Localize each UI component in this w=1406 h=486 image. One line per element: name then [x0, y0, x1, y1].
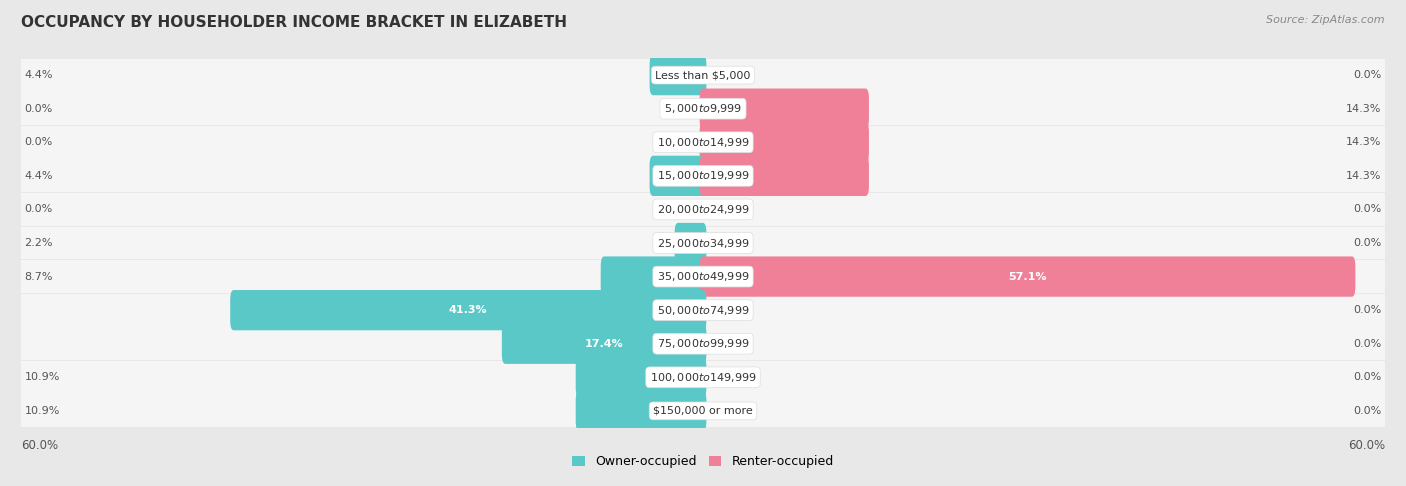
- Text: $15,000 to $19,999: $15,000 to $19,999: [657, 169, 749, 182]
- Text: 0.0%: 0.0%: [24, 104, 53, 114]
- Text: 0.0%: 0.0%: [1353, 205, 1382, 214]
- Bar: [21, 327, 1385, 360]
- Text: $5,000 to $9,999: $5,000 to $9,999: [664, 102, 742, 115]
- Text: 60.0%: 60.0%: [21, 439, 58, 452]
- Bar: [21, 294, 1385, 327]
- Text: $50,000 to $74,999: $50,000 to $74,999: [657, 304, 749, 317]
- Text: 8.7%: 8.7%: [24, 272, 53, 281]
- Text: 0.0%: 0.0%: [24, 205, 53, 214]
- Text: 10.9%: 10.9%: [24, 406, 60, 416]
- Legend: Owner-occupied, Renter-occupied: Owner-occupied, Renter-occupied: [568, 450, 838, 473]
- Text: $20,000 to $24,999: $20,000 to $24,999: [657, 203, 749, 216]
- Bar: [21, 226, 1385, 260]
- Text: 4.4%: 4.4%: [24, 70, 53, 80]
- FancyBboxPatch shape: [650, 156, 706, 196]
- Bar: [21, 395, 1385, 427]
- Text: Source: ZipAtlas.com: Source: ZipAtlas.com: [1267, 15, 1385, 25]
- Text: 0.0%: 0.0%: [1353, 372, 1382, 382]
- Text: $75,000 to $99,999: $75,000 to $99,999: [657, 337, 749, 350]
- FancyBboxPatch shape: [575, 357, 706, 398]
- Text: 4.4%: 4.4%: [24, 171, 53, 181]
- FancyBboxPatch shape: [502, 324, 706, 364]
- Text: 0.0%: 0.0%: [1353, 339, 1382, 349]
- Bar: [21, 126, 1385, 159]
- Text: $10,000 to $14,999: $10,000 to $14,999: [657, 136, 749, 149]
- Text: $100,000 to $149,999: $100,000 to $149,999: [650, 371, 756, 384]
- Bar: [21, 260, 1385, 293]
- Bar: [21, 92, 1385, 125]
- Text: Less than $5,000: Less than $5,000: [655, 70, 751, 80]
- Text: 14.3%: 14.3%: [1346, 104, 1382, 114]
- Bar: [21, 193, 1385, 226]
- Text: 41.3%: 41.3%: [449, 305, 488, 315]
- Text: 0.0%: 0.0%: [1353, 238, 1382, 248]
- Bar: [21, 361, 1385, 394]
- Text: 17.4%: 17.4%: [585, 339, 623, 349]
- Text: 10.9%: 10.9%: [24, 372, 60, 382]
- Text: 2.2%: 2.2%: [24, 238, 53, 248]
- FancyBboxPatch shape: [700, 257, 1355, 297]
- FancyBboxPatch shape: [700, 88, 869, 129]
- Text: $25,000 to $34,999: $25,000 to $34,999: [657, 237, 749, 249]
- Text: 0.0%: 0.0%: [1353, 70, 1382, 80]
- FancyBboxPatch shape: [650, 55, 706, 95]
- Text: 57.1%: 57.1%: [1008, 272, 1046, 281]
- Text: 60.0%: 60.0%: [1348, 439, 1385, 452]
- Text: 0.0%: 0.0%: [24, 137, 53, 147]
- FancyBboxPatch shape: [675, 223, 706, 263]
- Text: $35,000 to $49,999: $35,000 to $49,999: [657, 270, 749, 283]
- Text: 0.0%: 0.0%: [1353, 305, 1382, 315]
- Text: 14.3%: 14.3%: [1346, 171, 1382, 181]
- FancyBboxPatch shape: [600, 257, 706, 297]
- FancyBboxPatch shape: [700, 156, 869, 196]
- Bar: [21, 159, 1385, 192]
- FancyBboxPatch shape: [575, 391, 706, 431]
- Text: 0.0%: 0.0%: [1353, 406, 1382, 416]
- FancyBboxPatch shape: [231, 290, 706, 330]
- Text: OCCUPANCY BY HOUSEHOLDER INCOME BRACKET IN ELIZABETH: OCCUPANCY BY HOUSEHOLDER INCOME BRACKET …: [21, 15, 567, 30]
- Text: $150,000 or more: $150,000 or more: [654, 406, 752, 416]
- FancyBboxPatch shape: [700, 122, 869, 162]
- Text: 14.3%: 14.3%: [1346, 137, 1382, 147]
- Bar: [21, 59, 1385, 91]
